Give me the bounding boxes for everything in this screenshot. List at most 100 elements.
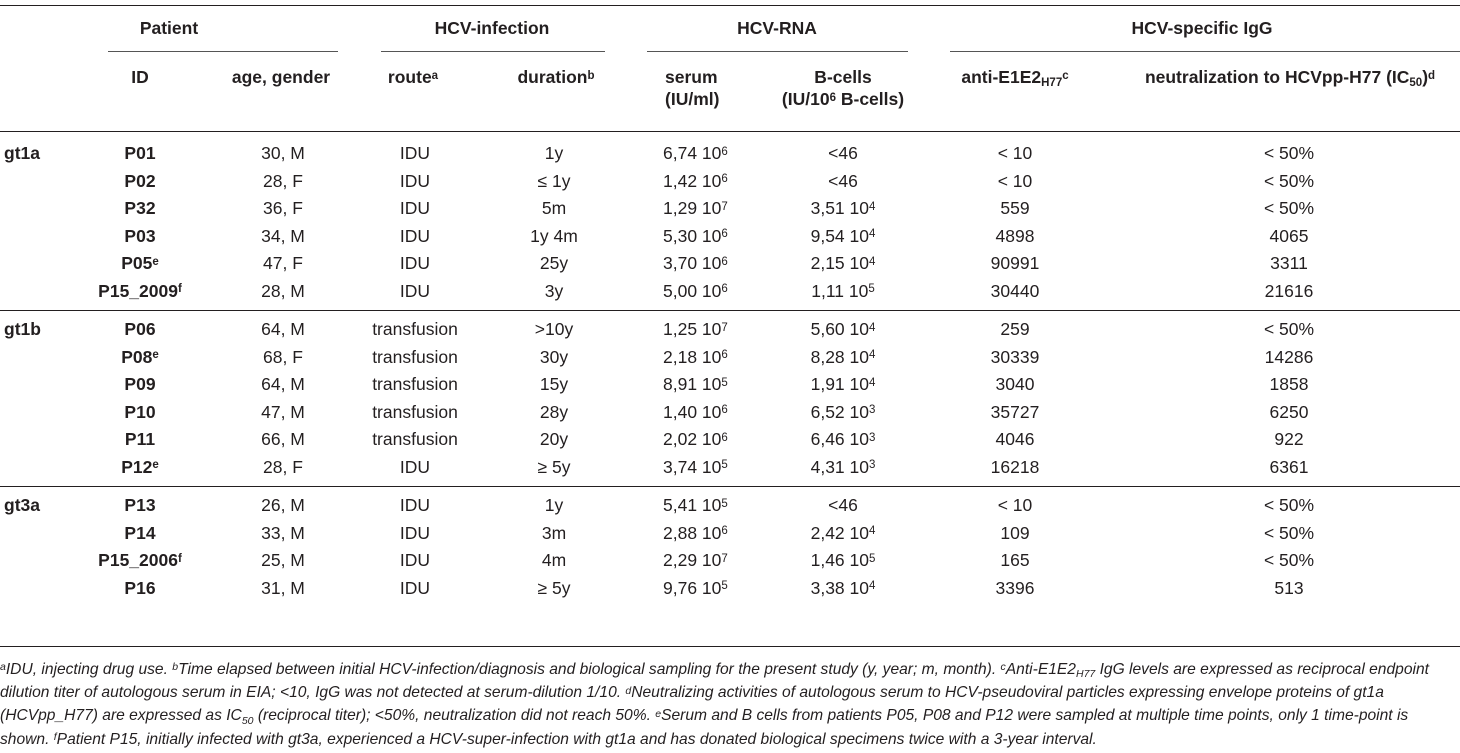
bcell-rna: 4,31 103 bbox=[811, 456, 876, 478]
bcell-exponent: 3 bbox=[868, 404, 876, 417]
anti-e1e2-titer: 30440 bbox=[990, 280, 1040, 301]
duration: 1y bbox=[544, 495, 564, 515]
bcell-mantissa: <46 bbox=[828, 143, 858, 163]
serum-mantissa: 1,29 10 bbox=[663, 198, 722, 218]
duration: 5m bbox=[541, 198, 567, 218]
bcell-rna: 1,11 105 bbox=[811, 280, 875, 302]
footnote-mark-d: d bbox=[625, 684, 632, 697]
col-header-anti-e1e2: anti-E1E2H77c bbox=[961, 67, 1069, 90]
bcell-exponent: 5 bbox=[868, 552, 876, 565]
serum-mantissa: 1,25 10 bbox=[663, 319, 722, 339]
age-gender: 30, M bbox=[261, 143, 305, 163]
anti-e1e2-titer: < 10 bbox=[997, 143, 1033, 163]
age-gender: 28, F bbox=[263, 170, 303, 191]
bcell-exponent: 4 bbox=[868, 321, 876, 334]
serum-rna: 2,29 107 bbox=[663, 549, 728, 571]
anti-e1e2-titer: 35727 bbox=[990, 401, 1040, 422]
patient-id: P06 bbox=[124, 318, 155, 340]
serum-exponent: 6 bbox=[721, 173, 728, 186]
serum-rna: 5,30 106 bbox=[663, 225, 728, 247]
patient-id-text: P13 bbox=[124, 495, 156, 515]
serum-exponent: 6 bbox=[721, 145, 728, 158]
bcell-rna: 1,91 104 bbox=[811, 373, 876, 395]
patient-id-text: P12 bbox=[121, 456, 153, 477]
bcell-mantissa: 2,42 10 bbox=[810, 522, 869, 543]
duration: 1y bbox=[544, 143, 564, 163]
anti-e1e2-titer: 90991 bbox=[990, 253, 1040, 273]
col-header-bcells: B-cells (IU/106 B-cells) bbox=[781, 67, 905, 109]
age-gender: 33, M bbox=[261, 522, 305, 543]
age-gender: 36, F bbox=[263, 198, 303, 218]
serum-rna: 2,02 106 bbox=[663, 428, 728, 450]
serum-exponent: 5 bbox=[721, 497, 728, 510]
group-underline-rna bbox=[647, 51, 908, 52]
serum-rna: 9,76 105 bbox=[663, 577, 728, 599]
genotype-label: gt1b bbox=[4, 319, 41, 339]
serum-rna: 1,40 106 bbox=[663, 401, 728, 423]
header-bottom-rule bbox=[0, 131, 1460, 132]
anti-e1e2-titer: < 10 bbox=[997, 495, 1033, 515]
neutralization-ic50: < 50% bbox=[1263, 495, 1315, 515]
serum-rna: 2,88 106 bbox=[663, 522, 728, 544]
serum-mantissa: 9,76 10 bbox=[663, 577, 722, 598]
footnote-d-part1: Neutralizing activities of autologous se… bbox=[0, 684, 1384, 725]
serum-rna: 3,74 105 bbox=[663, 456, 728, 478]
bcell-mantissa: <46 bbox=[828, 495, 858, 515]
patient-id-text: P05 bbox=[121, 253, 153, 273]
group-header-rna: HCV-RNA bbox=[737, 18, 817, 38]
serum-rna: 5,41 105 bbox=[663, 494, 728, 516]
serum-exponent: 5 bbox=[721, 459, 728, 472]
bcell-rna: 8,28 104 bbox=[811, 346, 876, 368]
table-footnotes: aIDU, injecting drug use. bTime elapsed … bbox=[0, 658, 1455, 751]
serum-mantissa: 6,74 10 bbox=[663, 143, 722, 163]
group-underline-patient bbox=[108, 51, 338, 52]
serum-exponent: 5 bbox=[721, 376, 728, 389]
duration: 28y bbox=[539, 401, 569, 422]
serum-rna: 1,42 106 bbox=[663, 170, 728, 192]
anti-e1e2-titer: 559 bbox=[1000, 198, 1030, 218]
bcell-exponent: 4 bbox=[868, 228, 876, 241]
neutralization-ic50: < 50% bbox=[1263, 198, 1315, 218]
route: IDU bbox=[399, 143, 431, 163]
footnote-c-part1: Anti-E1E2 bbox=[1005, 661, 1076, 678]
route: transfusion bbox=[372, 374, 458, 394]
neutralization-ic50: < 50% bbox=[1263, 550, 1315, 570]
group-header-patient: Patient bbox=[139, 18, 199, 38]
patient-id: P13 bbox=[124, 494, 155, 516]
anti-e1e2-titer: 165 bbox=[1000, 550, 1030, 570]
bcell-rna: 3,51 104 bbox=[811, 197, 876, 219]
footnote-f: Patient P15, initially infected with gt3… bbox=[56, 730, 1097, 748]
age-gender: 26, M bbox=[261, 495, 305, 515]
patient-id-text: P15_2006 bbox=[98, 550, 178, 570]
serum-exponent: 6 bbox=[721, 404, 728, 417]
bcell-rna: 1,46 105 bbox=[811, 549, 876, 571]
footnote-a: IDU, injecting drug use. bbox=[5, 661, 173, 678]
route: IDU bbox=[399, 280, 431, 301]
serum-exponent: 6 bbox=[721, 283, 728, 296]
group-header-infection: HCV-infection bbox=[434, 18, 550, 38]
neutralization-ic50: < 50% bbox=[1263, 522, 1315, 543]
patient-id: P02 bbox=[124, 170, 155, 192]
duration: 20y bbox=[539, 429, 569, 449]
serum-exponent: 7 bbox=[721, 321, 728, 334]
bcell-exponent: 4 bbox=[868, 200, 876, 213]
serum-rna: 1,25 107 bbox=[663, 318, 728, 340]
anti-e1e2-titer: 3396 bbox=[995, 577, 1035, 598]
age-gender: 64, M bbox=[261, 374, 305, 394]
serum-rna: 8,91 105 bbox=[663, 373, 728, 395]
genotype-label: gt3a bbox=[4, 495, 40, 515]
bcell-mantissa: 1,46 10 bbox=[810, 550, 869, 570]
group-header-igg: HCV-specific IgG bbox=[1131, 18, 1273, 38]
footnote-mark-c: c bbox=[1000, 661, 1006, 674]
bcell-rna: 9,54 104 bbox=[811, 225, 876, 247]
serum-exponent: 6 bbox=[721, 228, 728, 241]
anti-e1e2-titer: 16218 bbox=[990, 456, 1040, 477]
col-header-id: ID bbox=[131, 67, 149, 87]
bcell-mantissa: 8,28 10 bbox=[810, 346, 869, 367]
footnote-c-part2: IgG levels are expressed as reciprocal e… bbox=[0, 661, 1429, 702]
group-separator-rule bbox=[0, 310, 1460, 311]
neutralization-ic50: 21616 bbox=[1264, 280, 1314, 301]
age-gender: 25, M bbox=[261, 550, 305, 570]
group-underline-igg bbox=[950, 51, 1460, 52]
patient-id-text: P11 bbox=[124, 429, 156, 449]
